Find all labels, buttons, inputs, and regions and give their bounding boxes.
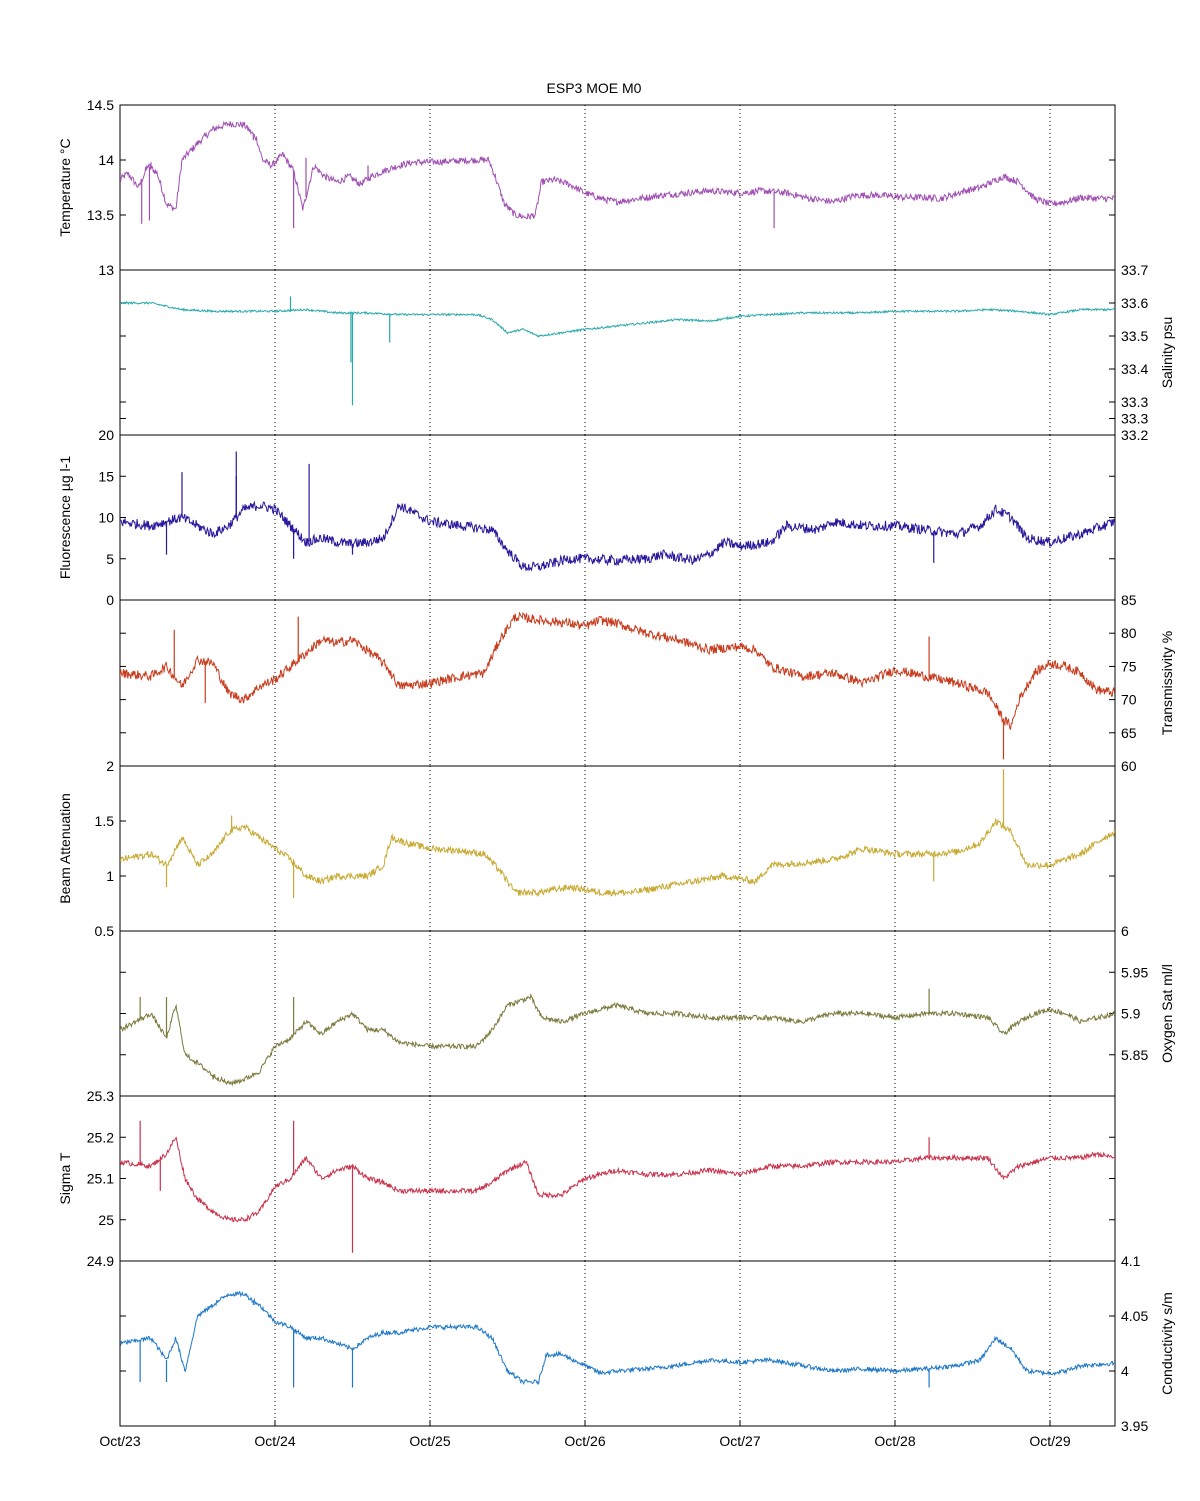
- y-tick-label: 33.3: [1121, 411, 1148, 427]
- y-axis-title: Salinity psu: [1159, 317, 1175, 389]
- y-tick-label: 5: [106, 551, 114, 567]
- y-tick-label: 20: [98, 427, 114, 443]
- y-axis-title: Oxygen Sat ml/l: [1159, 964, 1175, 1063]
- y-tick-label: 13: [98, 262, 114, 278]
- y-tick-label: 14: [98, 152, 114, 168]
- x-tick-label: Oct/24: [254, 1433, 295, 1449]
- y-tick-label: 0.5: [95, 923, 115, 939]
- y-tick-label: 4: [1121, 1363, 1129, 1379]
- panel-frame: [119, 434, 1116, 601]
- y-axis-title: Fluorescence µg l-1: [57, 456, 73, 579]
- y-tick-label: 6: [1121, 923, 1129, 939]
- chart-title: ESP3 MOE M0: [547, 80, 642, 96]
- y-tick-label: 10: [98, 510, 114, 526]
- y-axis-title: Transmissivity %: [1159, 631, 1175, 736]
- y-tick-label: 65: [1121, 725, 1137, 741]
- panel-conductivity: 4.1 4.05 4 3.95 Conductivity s/m: [119, 1253, 1175, 1434]
- y-tick-label: 4.1: [1121, 1253, 1141, 1269]
- panel-frame: [119, 104, 1116, 271]
- panel-oxygen-sat: 6 5.95 5.9 5.85 Oxygen Sat ml/l: [119, 923, 1175, 1097]
- y-tick-label: 3.95: [1121, 1418, 1148, 1434]
- y-axis-title: Temperature °C: [57, 138, 73, 236]
- y-tick-label: 75: [1121, 658, 1137, 674]
- panel-temperature: 14.5 14 13.5 13 Temperature °C: [57, 97, 1116, 278]
- y-tick-label: 0: [106, 592, 114, 608]
- y-tick-label: 33.5: [1121, 328, 1148, 344]
- y-axis-title: Conductivity s/m: [1159, 1292, 1175, 1395]
- y-tick-label: 25.2: [87, 1129, 114, 1145]
- y-axis-title: Sigma T: [57, 1152, 73, 1204]
- y-tick-label: 14.5: [87, 97, 114, 113]
- y-tick-label: 25.3: [87, 1088, 114, 1104]
- y-tick-label: 33.7: [1121, 262, 1148, 278]
- y-axis-title: Beam Attenuation: [57, 793, 73, 904]
- y-tick-label: 85: [1121, 592, 1137, 608]
- x-tick-label: Oct/27: [719, 1433, 760, 1449]
- x-tick-label: Oct/28: [874, 1433, 915, 1449]
- panel-frame: [119, 1095, 1116, 1262]
- y-tick-label: 70: [1121, 692, 1137, 708]
- series-line: [120, 1290, 1115, 1386]
- series-line: [120, 611, 1115, 731]
- y-tick-label: 33.2: [1121, 427, 1148, 443]
- series-line: [120, 301, 1115, 338]
- y-tick-label: 24.9: [87, 1253, 114, 1269]
- y-tick-label: 60: [1121, 758, 1137, 774]
- panel-frame: [119, 1260, 1116, 1427]
- series-line: [120, 1136, 1115, 1223]
- y-tick-label: 1: [106, 868, 114, 884]
- y-tick-label: 13.5: [87, 207, 114, 223]
- y-tick-label: 33.4: [1121, 361, 1148, 377]
- y-tick-label: 4.05: [1121, 1308, 1148, 1324]
- series-line: [120, 992, 1115, 1087]
- y-tick-label: 25: [98, 1212, 114, 1228]
- y-tick-label: 5.9: [1121, 1006, 1141, 1022]
- panel-transmissivity: 85 80 75 70 65 60 Transmissivity %: [119, 592, 1175, 774]
- y-tick-label: 15: [98, 468, 114, 484]
- series-line: [120, 818, 1115, 898]
- y-tick-label: 5.95: [1121, 964, 1148, 980]
- x-tick-labels: Oct/23 Oct/24 Oct/25 Oct/26 Oct/27 Oct/28 Oct/…: [99, 1420, 1071, 1449]
- y-tick-label: 33.6: [1121, 295, 1148, 311]
- panel-beam-attenuation: 2 1.5 1 0.5 Beam Attenuation: [57, 758, 1116, 939]
- x-tick-label: Oct/23: [99, 1433, 140, 1449]
- x-tick-label: Oct/26: [564, 1433, 605, 1449]
- y-tick-label: 33.3: [1121, 394, 1148, 410]
- x-tick-label: Oct/25: [409, 1433, 450, 1449]
- panel-sigma-t: 25.3 25.2 25.1 25 24.9 Sigma T: [57, 1088, 1116, 1269]
- panel-fluorescence: 20 15 10 5 0 Fluorescence µg l-1: [57, 427, 1116, 608]
- series-line: [120, 120, 1115, 221]
- y-tick-label: 5.85: [1121, 1047, 1148, 1063]
- series-line: [120, 500, 1115, 572]
- y-tick-label: 80: [1121, 625, 1137, 641]
- x-tick-label: Oct/29: [1029, 1433, 1070, 1449]
- y-tick-label: 1.5: [95, 813, 115, 829]
- y-tick-label: 25.1: [87, 1171, 114, 1187]
- panel-frame: [119, 269, 1116, 436]
- y-tick-label: 2: [106, 758, 114, 774]
